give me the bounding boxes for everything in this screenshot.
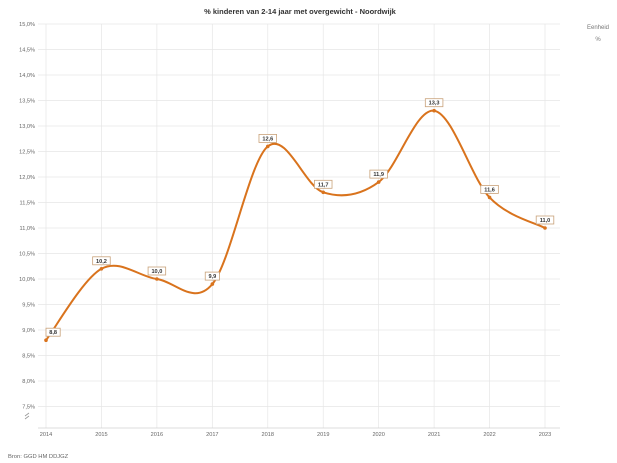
y-tick-label: 15,0% (19, 22, 35, 28)
data-label: 11,6 (484, 187, 495, 193)
data-label-box (204, 271, 220, 281)
source-note: Bron: GGD HM DDJGZ (8, 454, 69, 460)
y-axis-ticks: 15,0% 14,5% 14,0% 13,5% 13,0% 12,5% 12,0% 11,5%… (19, 22, 35, 411)
data-label: 13,3 (429, 101, 440, 107)
data-point (543, 226, 547, 230)
data-label: 8,8 (49, 330, 57, 336)
data-label: 11,7 (318, 182, 329, 188)
data-label: 12,6 (262, 136, 273, 142)
data-label-box (480, 184, 499, 194)
y-tick-label: 8,0% (22, 379, 35, 385)
data-label-box (92, 256, 111, 266)
x-tick-label: 2023 (539, 432, 551, 438)
x-tick-label: 2015 (95, 432, 107, 438)
data-points (44, 108, 547, 343)
data-point (210, 282, 215, 286)
y-tick-label: 9,0% (22, 328, 35, 334)
data-point (321, 190, 326, 195)
data-point (432, 108, 436, 113)
data-label: 11,9 (373, 172, 384, 178)
data-label: 10,0 (151, 269, 162, 275)
y-tick-label: 11,0% (20, 226, 35, 232)
x-tick-label: 2018 (262, 432, 274, 438)
x-tick-label: 2019 (317, 432, 329, 438)
x-tick-label: 2022 (483, 432, 495, 438)
y-tick-label: 8,5% (22, 354, 35, 360)
y-tick-label: 7,5% (22, 405, 35, 411)
series-line (45, 109, 546, 341)
data-labels: 8,8 10,2 10,0 9,9 12,6 11,7 11,9 13,3 11,6 11,0 (45, 98, 555, 337)
x-tick-label: 2017 (206, 432, 218, 438)
y-tick-label: 10,0% (19, 277, 35, 283)
data-point (487, 195, 492, 200)
y-tick-label: 13,0% (19, 124, 35, 130)
data-label-box (45, 327, 61, 337)
data-point (376, 180, 381, 184)
y-tick-label: 11,5% (20, 201, 35, 207)
y-tick-label: 10,5% (19, 252, 35, 258)
axis-break-icon (24, 412, 30, 420)
x-tick-label: 2016 (151, 432, 163, 438)
data-point (155, 277, 159, 281)
y-tick-label: 12,0% (19, 175, 35, 181)
data-point (44, 338, 48, 343)
chart-title: % kinderen van 2-14 jaar met overgewicht… (204, 7, 397, 16)
data-label: 10,2 (96, 259, 107, 265)
x-axis-ticks: 2014 2015 2016 2017 2018 2019 2020 2021 2022 2023 (40, 432, 551, 438)
grid (38, 23, 560, 429)
y-tick-label: 14,0% (19, 73, 35, 79)
legend-unit: % (595, 37, 601, 43)
y-tick-label: 14,5% (19, 48, 35, 54)
data-point (99, 267, 104, 271)
y-tick-label: 13,5% (19, 99, 35, 105)
legend-title: Eenheid (587, 25, 609, 31)
x-tick-label: 2020 (372, 432, 384, 438)
y-tick-label: 12,5% (19, 150, 35, 156)
data-label: 11,0 (540, 218, 551, 224)
data-point (265, 144, 270, 149)
data-label-box (369, 169, 388, 179)
x-tick-label: 2021 (428, 432, 440, 438)
data-label-box (535, 215, 555, 225)
x-tick-label: 2014 (40, 432, 52, 438)
data-label-box (258, 133, 277, 143)
data-label-box (314, 179, 333, 189)
data-label: 9,9 (208, 274, 216, 280)
legend: Eenheid % (587, 25, 609, 43)
y-tick-label: 9,5% (22, 303, 35, 309)
data-label-box (424, 98, 444, 108)
data-label-box (147, 266, 167, 276)
